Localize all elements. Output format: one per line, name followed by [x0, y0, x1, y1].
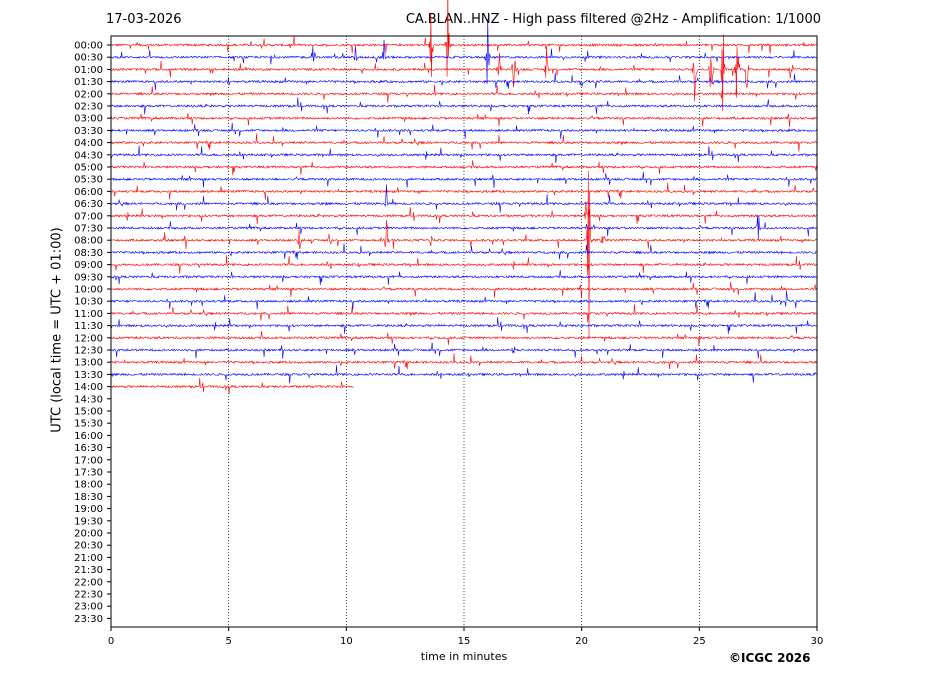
y-tick-label: 13:30 — [74, 370, 103, 381]
y-tick-label: 08:00 — [74, 236, 103, 247]
x-tick-label: 30 — [811, 636, 824, 647]
trace-line — [110, 377, 354, 395]
plot-title: CA.BLAN..HNZ - High pass filtered @2Hz -… — [405, 12, 821, 27]
trace-line — [110, 331, 818, 347]
plot-frame — [110, 35, 818, 628]
trace-line — [110, 304, 818, 323]
trace-line — [110, 122, 818, 139]
trace-line — [111, 34, 818, 112]
y-tick-label: 16:00 — [74, 431, 103, 442]
y-tick-label: 14:30 — [74, 394, 103, 405]
y-tick-label: 02:00 — [74, 89, 103, 100]
y-tick-label: 11:30 — [74, 321, 103, 332]
trace-line — [110, 72, 818, 91]
y-tick-label: 20:30 — [74, 541, 103, 552]
trace-line — [111, 0, 818, 78]
y-tick-label: 05:30 — [74, 175, 103, 186]
y-tick-label: 08:30 — [74, 248, 103, 259]
trace-line — [110, 170, 818, 339]
y-tick-label: 10:30 — [74, 297, 103, 308]
y-tick-label: 03:00 — [74, 114, 103, 125]
y-tick-label: 17:00 — [74, 455, 103, 466]
trace-line — [110, 243, 818, 260]
y-tick-label: 00:00 — [74, 41, 103, 52]
y-tick-label: 04:30 — [74, 150, 103, 161]
trace-line — [110, 160, 818, 176]
y-tick-label: 21:30 — [74, 565, 103, 576]
y-tick-label: 22:30 — [74, 590, 103, 601]
x-tick-label: 5 — [225, 636, 231, 647]
trace-line — [110, 255, 818, 274]
y-tick-label: 14:00 — [74, 382, 103, 393]
y-tick-label: 22:00 — [74, 577, 103, 588]
y-tick-label: 21:00 — [74, 553, 103, 564]
trace-line — [111, 365, 818, 384]
y-tick-label: 04:00 — [74, 138, 103, 149]
x-tick-label: 25 — [693, 636, 706, 647]
plot-date: 17-03-2026 — [106, 12, 182, 27]
trace-line — [110, 18, 818, 85]
y-tick-label: 07:30 — [74, 224, 103, 235]
trace-line — [110, 215, 818, 239]
y-tick-label: 03:30 — [74, 126, 103, 137]
trace-line — [110, 84, 818, 103]
y-tick-label: 23:00 — [74, 602, 103, 613]
trace-line — [110, 133, 818, 152]
trace-line — [110, 97, 818, 115]
trace-line — [110, 182, 818, 200]
y-tick-label: 10:00 — [74, 285, 103, 296]
y-tick-label: 09:00 — [74, 260, 103, 271]
trace-line — [110, 113, 818, 128]
x-tick-label: 20 — [575, 636, 588, 647]
y-tick-label: 02:30 — [74, 102, 103, 113]
y-tick-label: 06:30 — [74, 199, 103, 210]
y-tick-label: 17:30 — [74, 468, 103, 479]
y-tick-label: 01:30 — [74, 77, 103, 88]
y-tick-label: 20:00 — [74, 529, 103, 540]
trace-line — [110, 281, 818, 298]
y-tick-label: 11:00 — [74, 309, 103, 320]
trace-line — [110, 270, 818, 286]
trace-line — [110, 145, 818, 164]
y-tick-label: 01:00 — [74, 65, 103, 76]
trace-group — [110, 0, 818, 395]
y-tick-label: 19:30 — [74, 516, 103, 527]
y-tick-label: 12:30 — [74, 346, 103, 357]
grid-lines — [228, 36, 700, 627]
y-tick-label: 15:30 — [74, 419, 103, 430]
x-axis-label: time in minutes — [420, 650, 508, 663]
y-tick-label: 13:00 — [74, 358, 103, 369]
y-tick-label: 12:00 — [74, 333, 103, 344]
x-tick-label: 0 — [108, 636, 114, 647]
y-tick-label: 06:00 — [74, 187, 103, 198]
x-tick-label: 15 — [458, 636, 471, 647]
trace-line — [110, 316, 818, 334]
trace-line — [110, 353, 818, 370]
y-tick-label: 23:30 — [74, 614, 103, 625]
y-tick-label: 00:30 — [74, 53, 103, 64]
trace-line — [110, 342, 818, 359]
x-tick-label: 10 — [340, 636, 353, 647]
trace-line — [110, 184, 818, 213]
y-tick-label: 16:30 — [74, 443, 103, 454]
y-tick-label: 07:00 — [74, 211, 103, 222]
y-tick-label: 05:00 — [74, 163, 103, 174]
trace-line — [110, 201, 818, 225]
trace-line — [110, 171, 818, 189]
trace-line — [110, 290, 818, 310]
copyright-label: ©ICGC 2026 — [729, 651, 811, 665]
y-tick-label: 18:30 — [74, 492, 103, 503]
y-tick-label: 09:30 — [74, 272, 103, 283]
y-tick-label: 19:00 — [74, 504, 103, 515]
y-tick-label: 15:00 — [74, 407, 103, 418]
y-tick-label: 18:00 — [74, 480, 103, 491]
